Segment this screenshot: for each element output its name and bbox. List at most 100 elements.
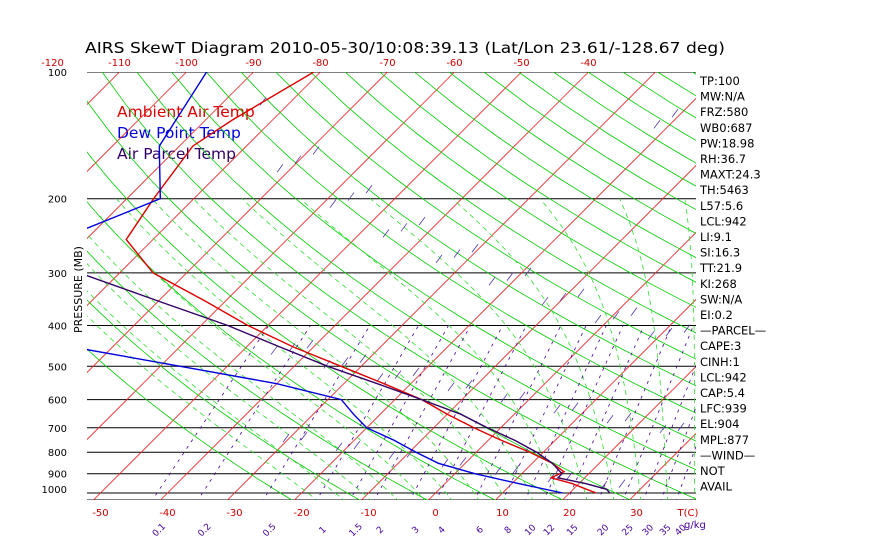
mixing-ratio-tick-label: 1 xyxy=(318,525,329,536)
top-temp-tick-label: -70 xyxy=(379,58,395,69)
wind-barb xyxy=(471,244,479,253)
bottom-temp-tick-label: -50 xyxy=(92,508,108,519)
index-label: EI:0.2 xyxy=(700,308,733,322)
top-temp-tick-label: -100 xyxy=(175,58,198,69)
index-label: CINH:1 xyxy=(700,355,740,369)
dry-adiabat xyxy=(206,72,696,414)
mixing-ratio-tick-label: 4 xyxy=(437,525,448,536)
wind-barb xyxy=(659,424,667,434)
mixing-ratio-line xyxy=(543,325,624,500)
wind-barb xyxy=(276,163,284,173)
index-label: —PARCEL— xyxy=(700,324,766,338)
dry-adiabat xyxy=(87,250,429,500)
mixing-ratio-line xyxy=(197,325,311,500)
wind-barb xyxy=(624,412,632,422)
legend-entry-dew-point-temp: Dew Point Temp xyxy=(117,124,241,142)
top-temp-tick-label: -40 xyxy=(580,58,596,69)
wind-barb xyxy=(400,223,408,232)
wind-barb xyxy=(388,450,396,460)
wind-barb xyxy=(347,192,355,201)
moist-adiabat xyxy=(99,215,426,500)
index-label: PW:18.98 xyxy=(700,136,754,150)
mixing-ratio-line xyxy=(316,325,419,500)
temp-unit-label: T(C) xyxy=(677,508,699,519)
pressure-tick-label: 200 xyxy=(48,195,67,206)
bottom-temp-tick-label: -10 xyxy=(360,508,376,519)
plot-area xyxy=(87,72,696,500)
moist-adiabat xyxy=(300,198,561,500)
mixing-ratio-line xyxy=(502,325,587,500)
moist-adiabat xyxy=(370,198,588,500)
wind-barb xyxy=(359,354,367,363)
wind-barb xyxy=(435,254,443,264)
index-label: WB0:687 xyxy=(700,121,752,135)
top-temp-tick-label: -110 xyxy=(108,58,131,69)
wind-barb xyxy=(571,402,579,412)
wind-barb xyxy=(541,296,549,306)
dry-adiabat xyxy=(87,151,564,500)
index-label: LCL:942 xyxy=(700,214,747,228)
wind-barb xyxy=(665,327,673,337)
top-temp-tick-label: -80 xyxy=(312,58,328,69)
mixing-ratio-line xyxy=(435,325,527,500)
top-temperature-ticks: -120 -110 -100 -90 -80 -70 -60 -50 -40 xyxy=(41,58,597,69)
index-label: EL:904 xyxy=(700,417,740,431)
bottom-temp-tick-label: 30 xyxy=(630,508,643,519)
bottom-temp-tick-label: 0 xyxy=(432,508,438,519)
y-axis-label: PRESSURE (MB) xyxy=(72,246,85,333)
wind-barb xyxy=(447,382,455,392)
dry-adiabat xyxy=(101,72,696,500)
wind-barb xyxy=(329,199,337,208)
wind-barb xyxy=(630,307,638,316)
dry-adiabat xyxy=(379,72,696,283)
wind-barb xyxy=(653,119,661,129)
wind-barb xyxy=(506,272,514,281)
wind-barb xyxy=(488,276,496,286)
isotherm--60 xyxy=(87,72,455,441)
mixing-ratio-line xyxy=(151,325,270,500)
bottom-temp-tick-label: -20 xyxy=(293,508,309,519)
wind-barb xyxy=(671,108,679,118)
index-label: CAPE:3 xyxy=(700,339,741,353)
pressure-tick-label: 700 xyxy=(48,424,67,435)
mixing-ratio-tick-label: 3 xyxy=(411,525,422,536)
series-line-ambient-air-temp xyxy=(125,72,597,494)
moist-adiabat xyxy=(684,198,695,500)
chart-title: AIRS SkewT Diagram 2010-05-30/10:08:39.1… xyxy=(85,39,725,57)
isotherm--80 xyxy=(87,72,321,307)
wind-barb xyxy=(335,442,343,452)
wind-barb xyxy=(500,394,508,403)
isotherm--50 xyxy=(92,72,522,500)
index-label: NOT xyxy=(700,464,726,478)
isotherm-0 xyxy=(427,231,696,500)
pressure-ticks: 100 200 300 400 500 600 700 800 900 1000 xyxy=(42,68,67,496)
pressure-tick-label: 500 xyxy=(48,362,67,373)
top-temp-tick-label: -90 xyxy=(245,58,261,69)
wind-barb xyxy=(300,431,308,441)
wind-barb xyxy=(683,324,691,333)
pressure-tick-label: 100 xyxy=(48,68,67,79)
isotherm--20 xyxy=(293,97,696,500)
index-label: RH:36.7 xyxy=(700,152,746,166)
index-label: TH:5463 xyxy=(699,183,749,197)
dry-adiabat xyxy=(87,299,361,500)
dry-adiabat xyxy=(275,72,696,360)
wind-barb xyxy=(618,479,626,488)
mixing-ratio-line xyxy=(349,325,449,500)
wind-barb xyxy=(418,216,426,226)
moist-adiabat xyxy=(452,198,615,500)
dry-adiabat xyxy=(136,72,696,471)
wind-barb xyxy=(353,440,361,450)
wind-barb xyxy=(282,433,290,443)
dry-adiabat xyxy=(87,100,632,500)
mixing-ratio-line xyxy=(373,325,471,500)
wind-barb xyxy=(612,311,620,320)
wind-barb xyxy=(465,380,473,389)
index-label: SI:16.3 xyxy=(700,246,740,260)
index-label: —WIND— xyxy=(700,448,755,462)
legend-entry-air-parcel-temp: Air Parcel Temp xyxy=(117,145,236,163)
series-line-dew-point-temp xyxy=(87,72,563,494)
